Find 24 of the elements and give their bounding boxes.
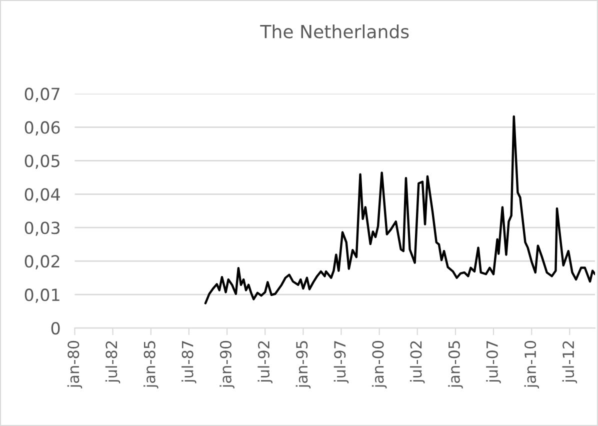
x-tick-label: jul-97 [334, 341, 349, 384]
y-tick-label: 0,02 [24, 255, 60, 270]
x-tick-label: jul-12 [562, 341, 578, 384]
x-tick-label: jul-87 [182, 341, 196, 384]
x-tick-label: jan-90 [220, 340, 234, 388]
y-tick-label: 0,04 [24, 188, 60, 202]
y-tick-label: 0,06 [24, 121, 60, 136]
x-tick-label: jan-10 [524, 340, 540, 388]
x-tick-label: jan-85 [144, 341, 158, 388]
x-tick-label: jul-02 [410, 341, 425, 384]
x-tick-label: jul-82 [105, 341, 120, 384]
x-tick-label: jul-92 [258, 341, 272, 384]
y-tick-label: 0 [51, 322, 60, 335]
x-tick-label: jan-00 [372, 340, 387, 388]
x-tick-label: jan-05 [448, 341, 463, 388]
chart-title: The Netherlands [260, 24, 409, 38]
y-tick-label: 0,03 [24, 222, 60, 236]
x-tick-label: jul-07 [486, 341, 501, 384]
x-tick-label: jan-80 [67, 340, 82, 388]
y-tick-label: 0,05 [24, 154, 60, 169]
y-tick-label: 0,01 [24, 288, 60, 303]
line-series [204, 115, 596, 304]
y-tick-label: 0,07 [24, 88, 60, 102]
x-tick-label: jan-95 [296, 341, 311, 388]
